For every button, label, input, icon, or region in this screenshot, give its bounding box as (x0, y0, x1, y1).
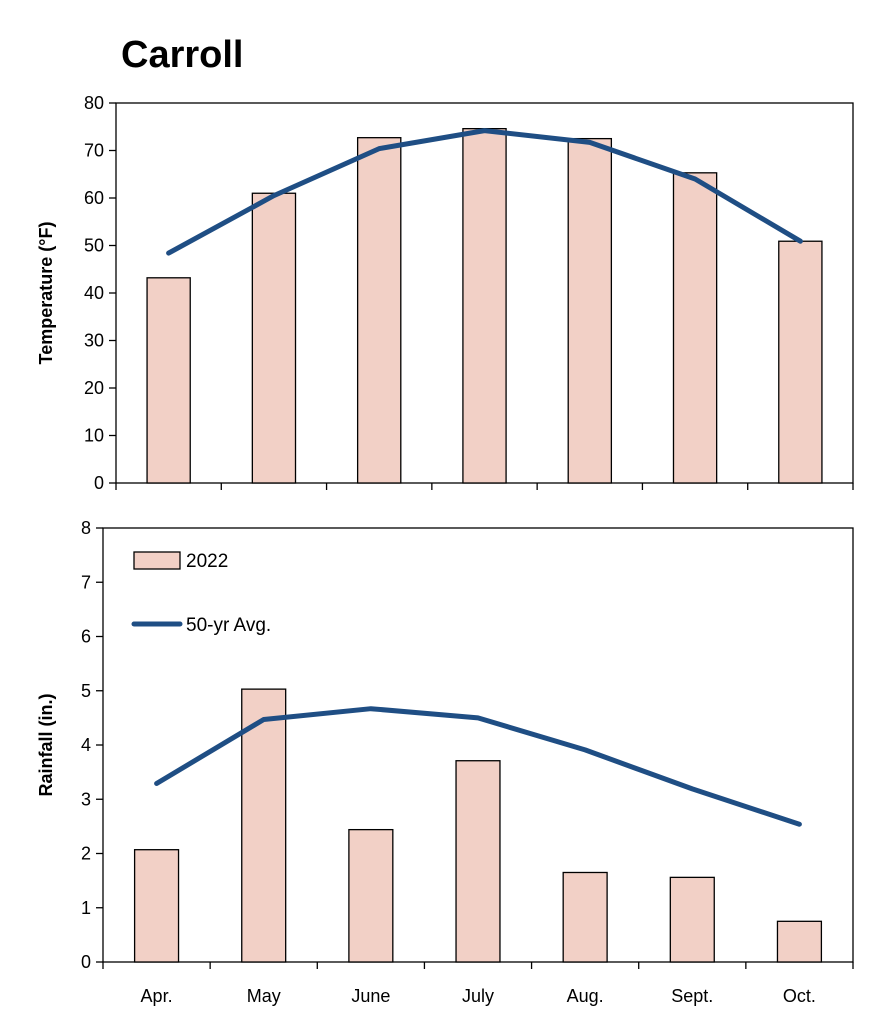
legend-swatch-bar (133, 551, 181, 570)
y-tick-label: 50 (84, 236, 104, 256)
chart-panel-2: 0 1 2 3 4 5 6 7 8 Rainfall (in.) Apr. May June July Au… (36, 518, 854, 1006)
legend: 2022 50-yr Avg. (131, 551, 271, 636)
y-tick-label: 80 (84, 93, 104, 113)
x-tick-label: July (462, 986, 494, 1006)
avg-line (154, 706, 802, 827)
y-tick-label: 60 (84, 188, 104, 208)
y-tick-label: 3 (81, 789, 91, 809)
x-tick-label: June (351, 986, 390, 1006)
y-tick-label: 1 (81, 898, 91, 918)
x-tick-label: May (247, 986, 281, 1006)
bar-apr (146, 277, 191, 484)
legend-label-line: 50-yr Avg. (186, 615, 271, 636)
bar-oct (778, 240, 823, 484)
y-tick-label: 8 (81, 518, 91, 538)
bar-aug (567, 137, 613, 484)
bar-july (462, 127, 507, 484)
y-tick-label: 20 (84, 378, 104, 398)
legend-label-bar: 2022 (186, 551, 228, 572)
x-tick-label: Aug. (567, 986, 604, 1006)
chart-title: Carroll (121, 34, 244, 76)
avg-line (166, 128, 803, 256)
y-axis-title: Rainfall (in.) (36, 693, 56, 796)
y-tick-label: 4 (81, 735, 91, 755)
chart-panel-1: 0 10 20 30 40 50 60 70 80 Temperature (°F) (36, 93, 854, 493)
x-tick-label: Apr. (141, 986, 173, 1006)
bar-apr (133, 849, 180, 963)
x-tick-label: Oct. (783, 986, 816, 1006)
bar-aug (562, 871, 608, 963)
bar-may (241, 688, 287, 963)
y-tick-label: 30 (84, 331, 104, 351)
y-tick-label: 5 (81, 681, 91, 701)
bar-june (348, 828, 394, 963)
bar-sept (672, 172, 718, 484)
bar-june (356, 137, 402, 484)
y-tick-label: 40 (84, 283, 104, 303)
y-tick-label: 0 (94, 473, 104, 493)
y-axis-title: Temperature (°F) (36, 222, 56, 365)
y-tick-label: 6 (81, 627, 91, 647)
x-tick-label: Sept. (671, 986, 713, 1006)
bar-may (251, 192, 297, 484)
y-tick-label: 10 (84, 426, 104, 446)
y-tick-label: 2 (81, 844, 91, 864)
bar-july (455, 760, 501, 963)
y-tick-label: 7 (81, 572, 91, 592)
bar-sept (669, 876, 715, 963)
y-tick-label: 0 (81, 952, 91, 972)
y-tick-label: 70 (84, 141, 104, 161)
bar-oct (776, 920, 823, 963)
